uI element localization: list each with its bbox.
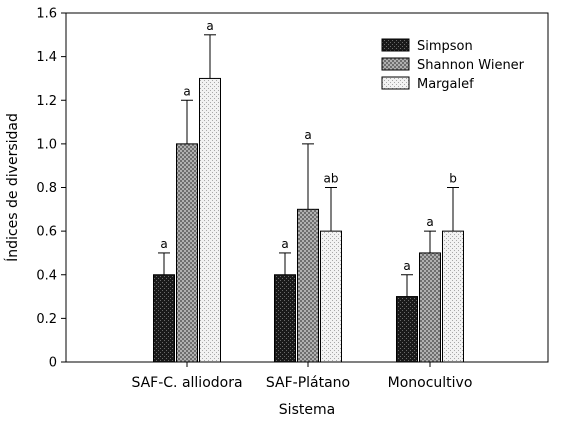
x-axis-label: Sistema [279,402,335,418]
bar-dark [153,274,175,363]
y-tick-label: 0.8 [36,181,57,196]
x-axis: SAF-C. alliodora SAF-Plátano Monocultivo [131,362,472,391]
bar-medium [419,252,441,363]
legend: Simpson Shannon Wiener Margalef [381,38,525,92]
y-tick-label: 0.2 [36,312,57,327]
y-tick-label: 1.0 [36,137,57,152]
bar-medium [176,143,198,363]
y-tick-label: 1.2 [36,94,57,109]
x-tick-label: SAF-Plátano [266,375,350,391]
legend-swatch-medium [381,57,410,71]
x-tick-label: Monocultivo [388,375,473,391]
y-tick-label: 1.6 [36,7,57,22]
y-tick-label: 1.4 [36,50,57,65]
y-axis-label: Índices de diversidad [4,113,21,262]
legend-swatch-light [381,76,410,90]
bar-medium [297,208,319,363]
bar-dark [396,296,418,363]
y-tick-label: 0.6 [36,225,57,240]
y-tick-label: 0.4 [36,268,57,283]
significance-label: b [449,172,457,186]
significance-label: a [206,19,213,33]
y-tick-label: 0 [49,356,57,371]
significance-label: a [183,84,190,98]
legend-label: Shannon Wiener [417,58,525,73]
significance-label: a [304,128,311,142]
legend-label: Simpson [417,39,473,54]
significance-label: a [281,237,288,251]
significance-label: a [403,259,410,273]
x-tick-label: SAF-C. alliodora [131,375,242,391]
bar-light [199,77,221,363]
y-axis: 0 0.2 0.4 0.6 0.8 1.0 1.2 1.4 1.6 [36,7,66,371]
significance-label: a [426,215,433,229]
bar-light [320,230,342,363]
significance-label: a [160,237,167,251]
bar-dark [274,274,296,363]
significance-label: ab [324,172,339,186]
legend-label: Margalef [417,77,474,92]
legend-swatch-dark [381,38,410,52]
bar-light [442,230,464,363]
